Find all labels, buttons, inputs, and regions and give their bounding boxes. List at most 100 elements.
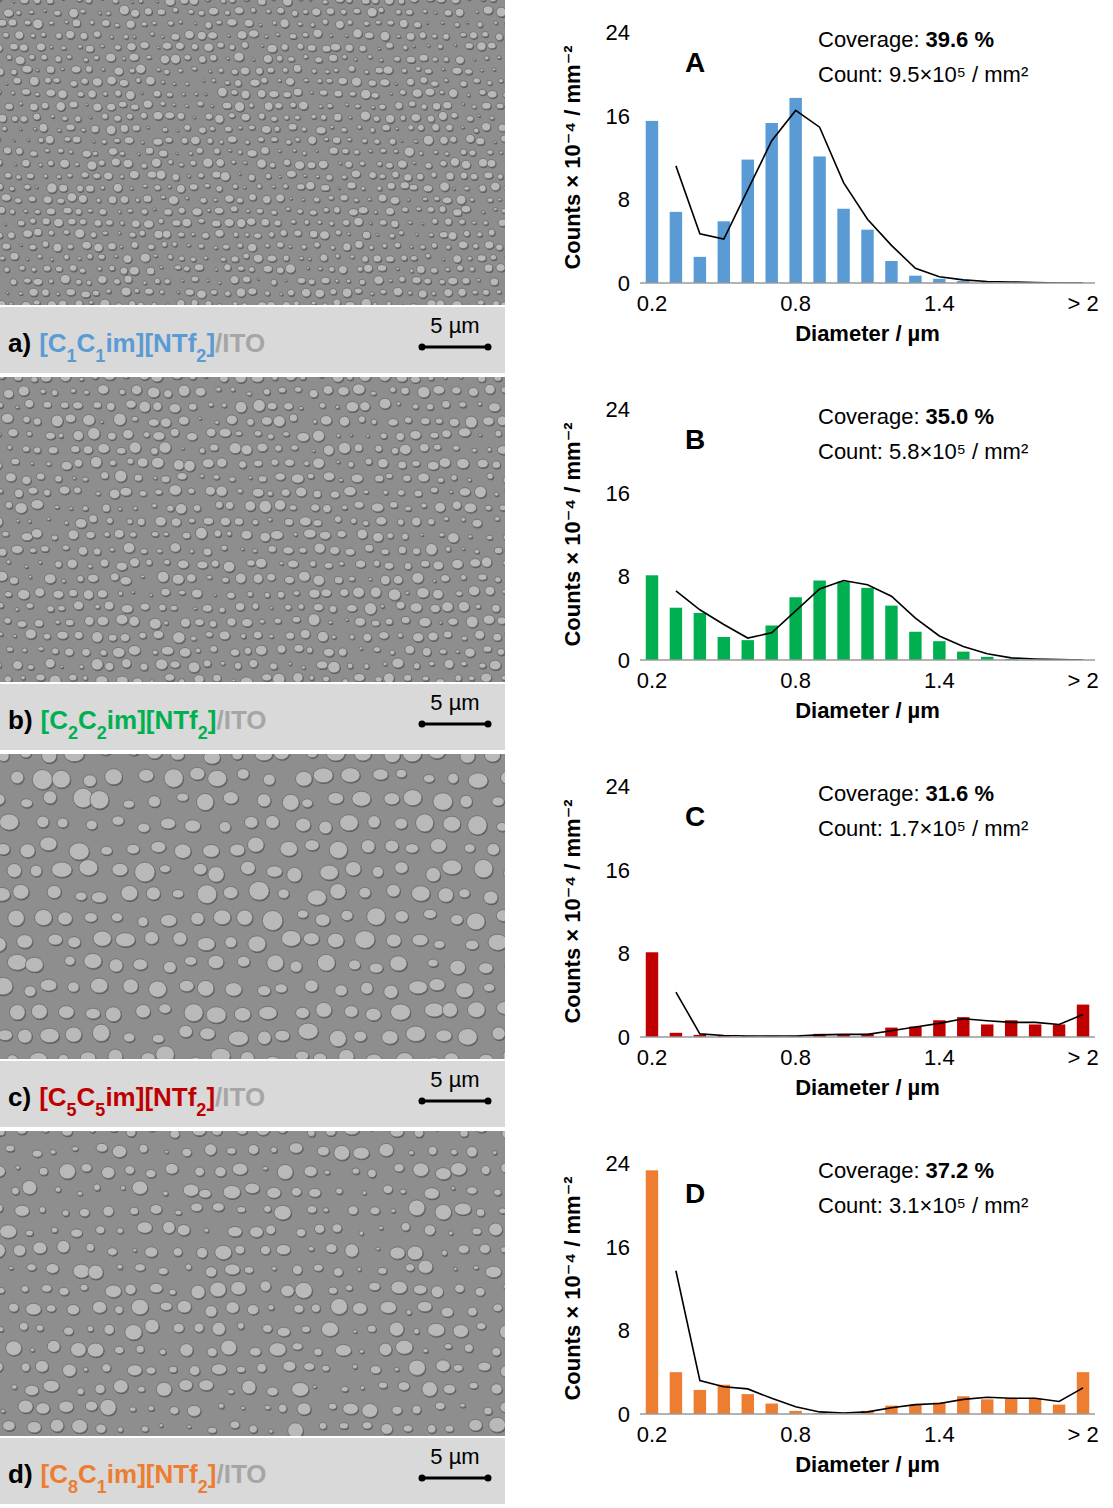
droplet <box>389 92 392 95</box>
droplet <box>62 116 68 121</box>
droplet <box>374 139 380 144</box>
droplet <box>137 152 140 155</box>
droplet <box>64 254 70 260</box>
droplet <box>346 0 352 3</box>
droplet <box>123 34 128 39</box>
droplet <box>243 253 249 259</box>
droplet <box>101 113 108 119</box>
droplet <box>151 158 161 167</box>
droplet <box>433 150 438 154</box>
droplet <box>369 245 374 250</box>
droplet <box>64 20 68 23</box>
droplet <box>385 207 394 215</box>
droplet <box>198 10 205 15</box>
droplet <box>209 54 217 61</box>
droplet <box>467 93 470 96</box>
droplet <box>182 218 192 226</box>
droplet <box>167 185 171 188</box>
droplet <box>359 161 365 166</box>
droplet <box>48 21 53 25</box>
droplet <box>129 266 139 275</box>
droplet <box>53 243 62 252</box>
droplet <box>399 89 405 95</box>
droplet <box>425 253 430 258</box>
droplet <box>472 105 477 109</box>
droplet <box>23 209 27 213</box>
droplet <box>101 67 105 71</box>
droplet <box>371 106 375 109</box>
droplet <box>41 102 48 109</box>
droplet <box>453 209 462 216</box>
droplet <box>157 9 165 15</box>
droplet <box>146 267 154 274</box>
droplet <box>347 20 353 25</box>
droplet <box>419 54 428 61</box>
droplet <box>328 195 334 200</box>
droplet <box>299 101 309 110</box>
droplet <box>498 198 502 201</box>
droplet <box>333 206 340 213</box>
droplet <box>79 219 86 225</box>
droplet <box>111 158 120 166</box>
droplet <box>243 186 246 189</box>
droplet <box>498 219 505 226</box>
droplet <box>256 208 263 213</box>
droplet <box>501 208 505 213</box>
droplet <box>406 33 414 41</box>
droplet <box>203 158 213 167</box>
droplet <box>176 184 185 192</box>
droplet <box>383 66 393 74</box>
droplet <box>276 242 283 248</box>
droplet <box>353 150 359 155</box>
droplet <box>10 43 18 50</box>
droplet <box>16 174 22 179</box>
droplet <box>194 92 198 95</box>
droplet <box>0 256 5 260</box>
droplet <box>395 9 401 14</box>
droplet <box>283 159 290 166</box>
droplet <box>458 241 468 249</box>
droplet <box>69 101 78 108</box>
droplet <box>408 221 412 224</box>
droplet <box>99 208 107 215</box>
droplet <box>245 232 250 236</box>
droplet <box>15 56 25 65</box>
droplet <box>212 171 221 178</box>
droplet <box>365 32 374 39</box>
droplet <box>85 65 92 72</box>
droplet <box>168 21 174 26</box>
droplet <box>131 9 140 17</box>
droplet <box>172 220 181 226</box>
droplet <box>122 57 126 61</box>
droplet <box>390 196 400 204</box>
droplet <box>225 195 234 202</box>
droplet <box>198 244 204 249</box>
droplet <box>124 275 132 283</box>
droplet <box>129 68 135 73</box>
droplet <box>93 103 102 111</box>
droplet <box>44 148 49 152</box>
droplet <box>505 67 506 73</box>
droplet <box>477 22 483 28</box>
droplet <box>161 80 165 84</box>
droplet <box>179 256 185 261</box>
droplet <box>464 186 470 190</box>
droplet <box>378 7 384 12</box>
droplet <box>87 253 93 259</box>
droplet <box>74 162 79 166</box>
droplet <box>449 89 458 98</box>
droplet <box>503 92 505 97</box>
droplet <box>237 218 246 227</box>
droplet <box>236 288 246 297</box>
droplet <box>487 150 493 155</box>
droplet <box>189 0 198 5</box>
droplet <box>460 81 467 87</box>
droplet <box>19 102 23 106</box>
droplet <box>379 58 383 62</box>
droplet <box>499 151 503 154</box>
droplet <box>29 76 39 85</box>
droplet <box>469 150 476 156</box>
droplet <box>292 149 296 152</box>
droplet <box>484 56 489 60</box>
droplet <box>205 113 213 120</box>
